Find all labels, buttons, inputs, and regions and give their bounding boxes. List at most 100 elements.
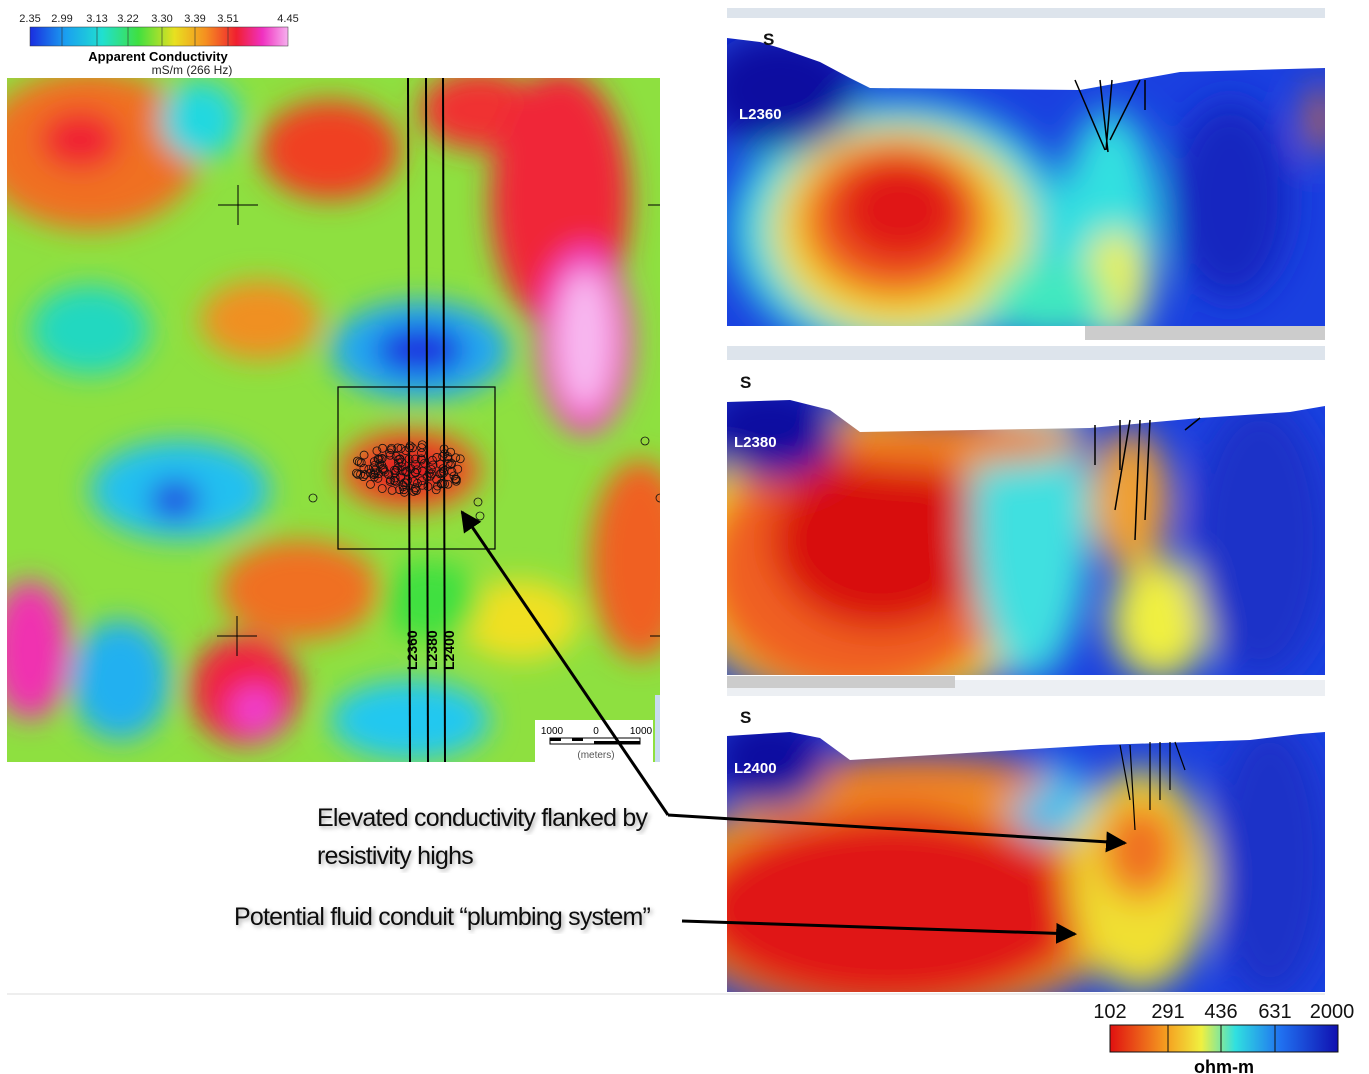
drill-collar xyxy=(366,479,375,489)
drill-collar xyxy=(378,464,387,474)
drill-collar xyxy=(359,450,369,460)
window-bar xyxy=(727,8,1325,18)
drill-collar xyxy=(451,474,461,484)
drill-collar xyxy=(395,454,405,464)
section-marker: S xyxy=(740,373,751,392)
annotation: Elevated conductivity flanked by xyxy=(317,804,648,832)
resistivity-tick-label: 2000 xyxy=(1310,1001,1355,1023)
resistivity-tick-label: 436 xyxy=(1204,1001,1237,1023)
scale-label: 0 xyxy=(593,726,599,737)
section-marker: S xyxy=(740,708,751,727)
drill-collar xyxy=(387,443,396,453)
drill-collar xyxy=(416,454,426,464)
conductivity-tick-label: 3.13 xyxy=(86,13,107,25)
drill-collar xyxy=(440,449,449,459)
drill-collar xyxy=(445,460,455,470)
drill-collar xyxy=(443,459,453,468)
drill-collar xyxy=(360,470,370,479)
drill-collar xyxy=(354,457,364,467)
section-label: L2360 xyxy=(739,106,782,123)
drill-collar xyxy=(443,479,453,489)
drill-collar xyxy=(353,456,362,466)
drill-collar xyxy=(390,476,400,486)
scrollbar xyxy=(727,676,955,688)
drill-collar xyxy=(387,485,397,495)
drill-collar xyxy=(398,482,408,492)
conductivity-tick-label: 3.39 xyxy=(184,13,205,25)
drill-collar xyxy=(420,458,429,468)
conductivity-tick-label: 2.35 xyxy=(19,13,40,25)
drill-collar xyxy=(439,467,448,476)
drill-collar xyxy=(418,466,427,476)
resistivity-tick-label: 102 xyxy=(1093,1001,1126,1023)
drill-collar xyxy=(446,447,455,457)
drill-collar xyxy=(417,443,426,453)
drill-collar xyxy=(352,468,361,478)
drill-collar xyxy=(436,479,446,488)
conductivity-ticks: 2.35 2.99 3.13 3.22 3.30 3.39 3.51 4.45 xyxy=(19,13,299,46)
drill-collar xyxy=(393,443,403,453)
drill-collar xyxy=(370,460,380,470)
conductivity-title: Apparent Conductivity xyxy=(88,49,228,64)
conductivity-units: mS/m (266 Hz) xyxy=(152,63,233,77)
drill-collar xyxy=(377,484,387,493)
drill-collar xyxy=(423,482,433,491)
map-line-label: L2380 xyxy=(424,630,440,670)
resistivity-tick-label: 291 xyxy=(1151,1001,1184,1023)
drill-collar xyxy=(359,463,369,473)
drill-collar xyxy=(427,469,437,479)
drill-collar xyxy=(372,446,382,456)
drill-collar xyxy=(693,501,701,509)
drill-collar xyxy=(417,476,427,486)
section xyxy=(727,30,1325,326)
drill-collar xyxy=(398,466,407,476)
drill-collar xyxy=(449,471,459,481)
drill-collar xyxy=(437,468,447,478)
conductivity-tick-label: 3.30 xyxy=(151,13,172,25)
drill-collar xyxy=(377,460,387,470)
drill-collar xyxy=(431,485,441,495)
window-bar xyxy=(727,346,1325,360)
drill-collar xyxy=(417,480,427,490)
drill-collar xyxy=(400,478,410,488)
scale-label: 1000 xyxy=(541,726,564,737)
arrows xyxy=(460,510,1128,944)
section-label: L2400 xyxy=(734,760,777,777)
scale-units: (meters) xyxy=(577,750,614,761)
drill-collar xyxy=(428,455,437,465)
drill-collar xyxy=(453,464,463,474)
resistivity-ticks: 102 291 436 631 2000 xyxy=(1093,1001,1354,1052)
section xyxy=(727,700,1325,992)
drill-collar xyxy=(375,459,385,469)
drill-collar xyxy=(438,464,448,474)
drill-collar xyxy=(411,483,420,493)
scrollbar xyxy=(1085,326,1325,340)
drill-collar xyxy=(373,473,383,483)
drill-collar xyxy=(411,460,420,469)
drill-collar xyxy=(447,458,457,468)
drill-collar xyxy=(428,460,438,470)
drill-collar xyxy=(405,441,415,451)
section xyxy=(727,365,1325,675)
map-line-label: L2360 xyxy=(404,630,420,670)
conductivity-tick-label: 4.45 xyxy=(277,13,298,25)
drill-collar xyxy=(366,468,376,478)
drill-collar xyxy=(473,497,483,507)
drill-collar xyxy=(379,465,389,475)
conductivity-tick-label: 3.22 xyxy=(117,13,138,25)
drill-collar xyxy=(432,453,442,462)
annotation: Potential fluid conduit “plumbing system… xyxy=(234,903,651,931)
drill-collar xyxy=(640,436,650,446)
drill-collar xyxy=(353,469,363,479)
section-marker: S xyxy=(763,30,774,49)
drill-collar xyxy=(401,467,410,477)
drill-collar xyxy=(655,493,660,503)
drill-collar xyxy=(455,454,465,464)
drill-collar xyxy=(438,451,448,461)
section-label: L2380 xyxy=(734,434,777,451)
drill-collar xyxy=(389,476,399,485)
drill-collar xyxy=(385,450,395,460)
resistivity-tick-label: 631 xyxy=(1258,1001,1291,1023)
drill-collar xyxy=(435,469,445,479)
